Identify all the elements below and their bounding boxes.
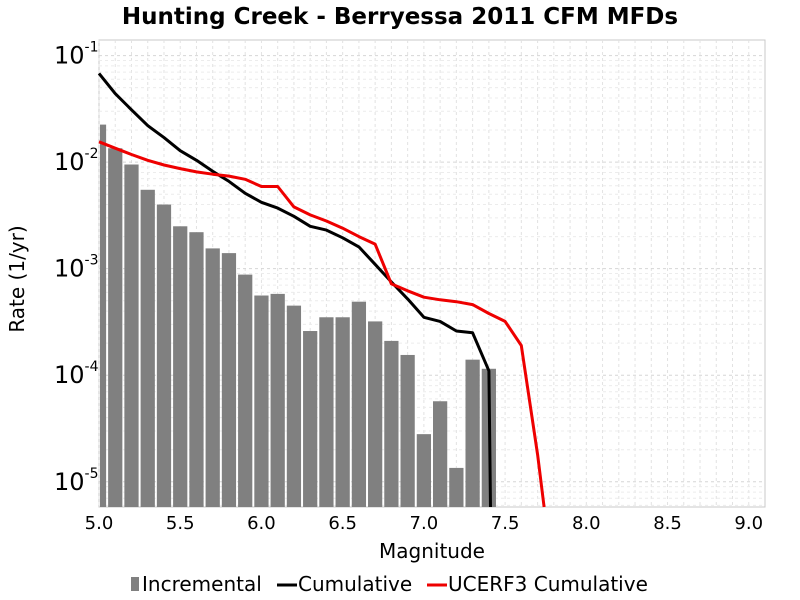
x-tick-label: 7.5 (491, 513, 520, 534)
y-tick-label: 10-3 (54, 253, 99, 283)
x-tick-label: 9.0 (734, 513, 763, 534)
legend: Incremental Cumulative UCERF3 Cumulative (131, 572, 648, 596)
y-axis-label: Rate (1/yr) (5, 225, 29, 332)
incremental-bar (140, 189, 155, 507)
y-tick-base: 10 (54, 255, 85, 283)
incremental-bar (221, 253, 237, 507)
incremental-bar (384, 340, 399, 507)
legend-label-incremental: Incremental (142, 572, 262, 596)
cumulative-line (97, 72, 492, 508)
y-tick-base: 10 (54, 148, 85, 176)
incremental-bar (449, 467, 464, 507)
cumulative-lines (97, 72, 546, 508)
y-tick-label: 10-2 (54, 146, 99, 176)
y-tick-exponent: -3 (85, 253, 99, 269)
incremental-bar (173, 226, 188, 507)
legend-label-cumulative: Cumulative (298, 572, 412, 596)
legend-label-ucerf3: UCERF3 Cumulative (448, 572, 648, 596)
incremental-bar (351, 301, 367, 507)
incremental-bar (368, 321, 383, 507)
x-tick-label: 5.0 (85, 513, 114, 534)
x-tick-label: 5.5 (166, 513, 195, 534)
x-tick-label: 6.5 (328, 513, 357, 534)
incremental-bar (108, 148, 123, 507)
incremental-bar (319, 317, 334, 507)
y-tick-label: 10-5 (54, 466, 99, 496)
y-tick-base: 10 (54, 42, 85, 70)
x-tick-label: 7.0 (410, 513, 439, 534)
incremental-bar (238, 274, 253, 507)
legend-swatch-incremental (131, 577, 139, 591)
x-axis-label: Magnitude (379, 539, 485, 563)
y-tick-exponent: -1 (85, 40, 99, 56)
x-tick-label: 8.5 (653, 513, 682, 534)
x-tick-label: 6.0 (247, 513, 276, 534)
y-tick-base: 10 (54, 468, 85, 496)
incremental-bar (335, 317, 350, 507)
x-tick-labels: 5.0 5.5 6.0 6.5 7.0 7.5 8.0 8.5 9.0 (85, 513, 763, 534)
chart-title: Hunting Creek - Berryessa 2011 CFM MFDs (122, 4, 678, 30)
x-tick-label: 8.0 (572, 513, 601, 534)
incremental-bar (303, 331, 318, 507)
incremental-bar (254, 295, 269, 507)
incremental-bar (100, 124, 107, 507)
incremental-bar (286, 305, 302, 507)
y-tick-label: 10-4 (54, 359, 99, 389)
incremental-bar (124, 164, 139, 508)
incremental-bar (400, 354, 415, 507)
incremental-bar (416, 434, 431, 507)
y-tick-labels: 10-110-210-310-410-5 (54, 40, 99, 496)
incremental-bar (465, 359, 480, 507)
y-tick-base: 10 (54, 361, 85, 389)
y-tick-exponent: -4 (85, 359, 99, 375)
incremental-bar (189, 232, 204, 507)
incremental-bar (433, 401, 448, 507)
incremental-bar (205, 248, 220, 507)
y-tick-exponent: -2 (85, 146, 99, 162)
ucerf3-cumulative-line (98, 140, 546, 508)
incremental-bar (156, 204, 172, 507)
y-tick-label: 10-1 (54, 40, 99, 70)
incremental-bar (270, 293, 285, 507)
y-tick-exponent: -5 (85, 466, 99, 482)
